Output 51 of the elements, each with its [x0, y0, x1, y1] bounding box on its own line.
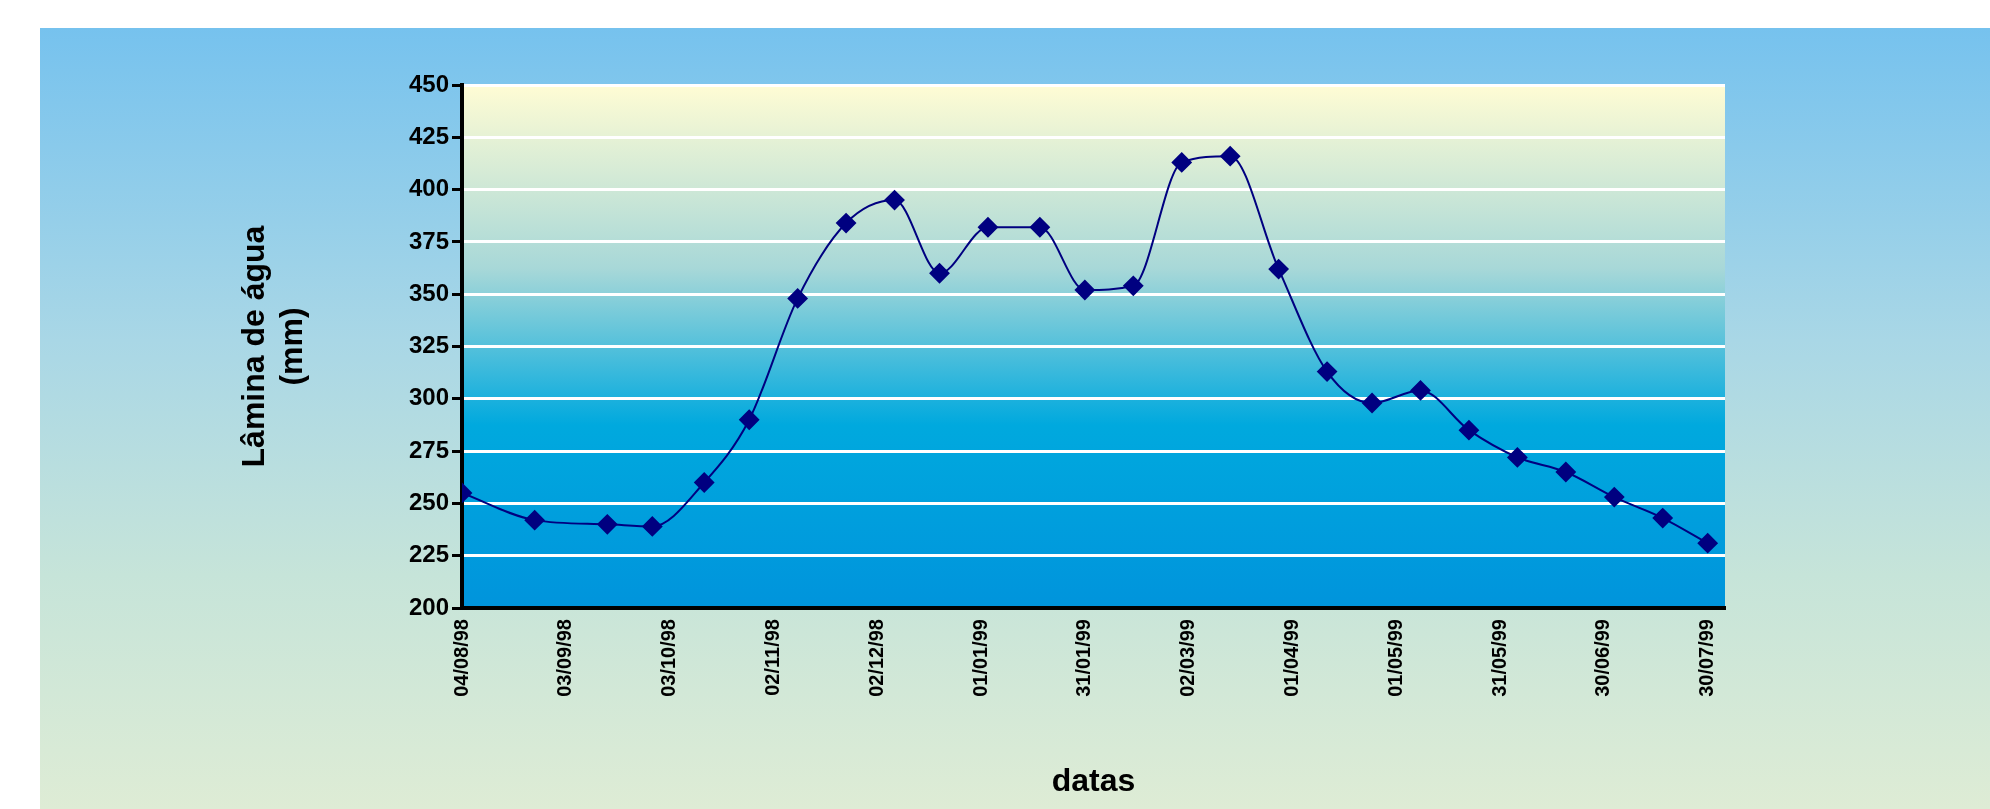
y-tick-label: 225	[408, 540, 449, 568]
y-tick-label: 350	[408, 278, 449, 306]
point	[836, 213, 857, 234]
point	[884, 190, 905, 211]
x-tick-label: 04/08/98	[449, 619, 472, 697]
point	[694, 472, 715, 493]
y-tick-label: 425	[408, 121, 449, 149]
point	[524, 510, 545, 531]
point	[1362, 392, 1383, 413]
point	[642, 516, 663, 537]
y-tick-label: 300	[408, 383, 449, 411]
point	[1604, 487, 1625, 508]
y-tick-label: 200	[408, 592, 449, 620]
x-tick-label: 01/05/99	[1383, 619, 1406, 697]
point	[787, 288, 808, 309]
x-tick-label: 30/06/99	[1591, 619, 1614, 697]
x-tick-label: 30/07/99	[1695, 619, 1718, 697]
point	[739, 409, 760, 430]
point	[1171, 152, 1192, 173]
point	[1410, 380, 1431, 401]
x-tick-label: 31/01/99	[1072, 619, 1095, 697]
point	[1317, 361, 1338, 382]
point	[1458, 420, 1479, 441]
point	[1220, 146, 1241, 167]
x-tick-label: 02/12/98	[864, 619, 887, 697]
y-tick-label: 450	[408, 69, 449, 97]
y-tick-label: 400	[408, 174, 449, 202]
y-tick-label: 375	[408, 226, 449, 254]
x-tick-label: 01/01/99	[968, 619, 991, 697]
x-tick-label: 02/03/99	[1176, 619, 1199, 697]
point	[1268, 259, 1289, 280]
x-tick-label: 02/11/98	[760, 619, 783, 696]
point	[929, 263, 950, 284]
point	[597, 514, 618, 535]
y-tick-label: 325	[408, 331, 449, 359]
point	[1074, 280, 1095, 301]
point	[1697, 533, 1718, 554]
y-axis-title: Lâmina de água (mm)	[235, 225, 310, 468]
point	[1555, 462, 1576, 483]
point	[1507, 447, 1528, 468]
point	[1029, 217, 1050, 238]
x-tick-label: 01/04/99	[1279, 619, 1302, 697]
x-tick-label: 03/10/98	[657, 619, 680, 697]
x-tick-label: 31/05/99	[1487, 619, 1510, 697]
x-tick-label: 03/09/98	[553, 619, 576, 697]
x-axis-title: datas	[1051, 761, 1136, 798]
y-tick-label: 250	[408, 488, 449, 516]
point	[1652, 508, 1673, 529]
y-tick-label: 275	[408, 435, 449, 463]
point	[977, 217, 998, 238]
point	[1123, 275, 1144, 296]
